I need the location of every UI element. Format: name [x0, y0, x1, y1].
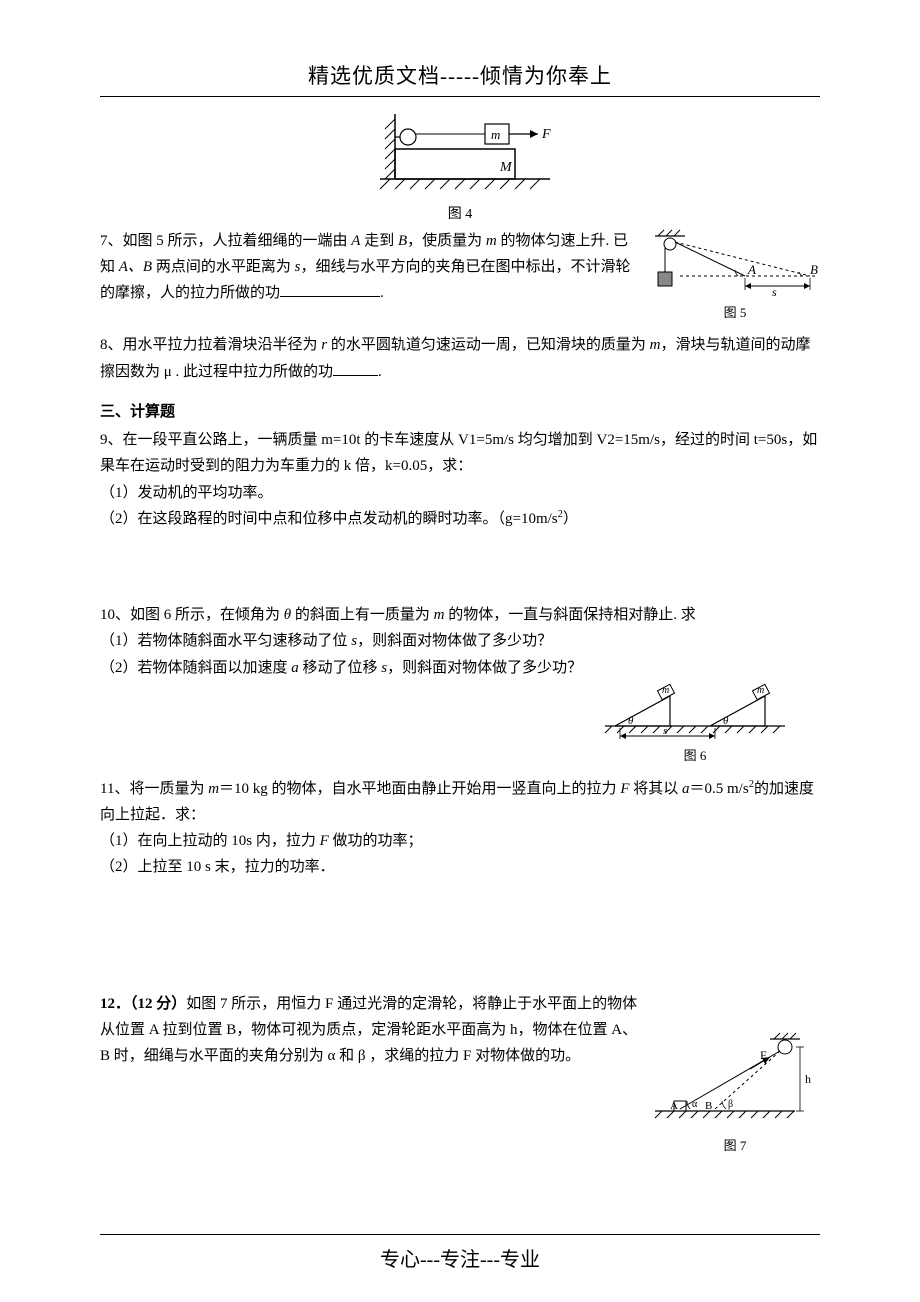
figure-5-caption: 图 5: [724, 302, 747, 325]
footer-text: 专心---专注---专业: [380, 1249, 540, 1271]
q7-c: ，使质量为: [407, 233, 486, 249]
question-12-block: h F A B α β: [100, 991, 820, 1158]
figure-5: A B s 图 5: [650, 228, 820, 325]
figure-6-caption: 图 6: [684, 745, 707, 768]
q10-1c: 的物体，一直与斜面保持相对静止. 求: [445, 607, 696, 623]
q11-a: a: [682, 781, 690, 797]
q11-1d: ＝0.5 m/s: [690, 781, 749, 797]
question-11-line1: 11、将一质量为 m＝10 kg 的物体，自水平地面由静止开始用一竖直向上的拉力…: [100, 776, 820, 829]
fig5-A: A: [747, 262, 756, 277]
question-10-line1: 10、如图 6 所示，在倾角为 θ 的斜面上有一质量为 m 的物体，一直与斜面保…: [100, 602, 820, 628]
page-header-title: 精选优质文档-----倾情为你奉上: [100, 60, 820, 90]
q12-1a: 12．（12 分）: [100, 996, 186, 1012]
fig5-B: B: [810, 262, 818, 277]
fig4-F: F: [541, 127, 551, 142]
fig4-M: M: [499, 160, 513, 175]
fig7-alpha: α: [692, 1099, 698, 1110]
fig7-beta: β: [728, 1099, 733, 1110]
fig4-m: m: [491, 127, 500, 142]
q11-1b: ＝10 kg 的物体，自水平地面由静止开始用一竖直向上的拉力: [219, 781, 620, 797]
svg-text:m: m: [757, 685, 764, 696]
fig7-F: F: [760, 1048, 767, 1062]
section-3-title: 三、计算题: [100, 399, 820, 425]
question-11-line2: （1）在向上拉动的 10s 内，拉力 F 做功的功率；: [100, 828, 820, 854]
question-9-line1: 9、在一段平直公路上，一辆质量 m=10t 的卡车速度从 V1=5m/s 均匀增…: [100, 427, 820, 480]
svg-text:θ: θ: [723, 715, 729, 727]
figure-4: M m F 图 4: [100, 109, 820, 228]
q7-m: m: [486, 233, 497, 249]
figure-7-svg: h F A B α β: [650, 1031, 820, 1131]
q10-2b: ，则斜面对物体做了多少功？: [357, 633, 552, 649]
q8-blank: [333, 360, 378, 376]
footer-rule: [100, 1234, 820, 1235]
question-9-line2: （1）发动机的平均功率。: [100, 480, 820, 506]
q10-3a: （2）若物体随斜面以加速度: [100, 660, 291, 676]
q7-a: 7、如图 5 所示，人拉着细绳的一端由: [100, 233, 351, 249]
fig6-s: s: [663, 725, 667, 737]
fig7-A: A: [670, 1100, 678, 1112]
fig7-h: h: [805, 1072, 811, 1086]
question-10-line3: （2）若物体随斜面以加速度 a 移动了位移 s，则斜面对物体做了多少功？: [100, 655, 820, 681]
figure-7-caption: 图 7: [724, 1135, 747, 1158]
q8-b: 的水平圆轨道匀速运动一周，已知滑块的质量为: [327, 337, 650, 353]
q7-B: B: [398, 233, 407, 249]
question-10-line2: （1）若物体随斜面水平匀速移动了位 s，则斜面对物体做了多少功？: [100, 628, 820, 654]
page: 精选优质文档-----倾情为你奉上: [0, 0, 920, 1302]
q8-period: .: [378, 364, 382, 380]
question-9-line3: （2）在这段路程的时间中点和位移中点发动机的瞬时功率。（g=10m/s2）: [100, 506, 820, 532]
figure-5-svg: A B s: [650, 228, 820, 298]
fig5-s: s: [772, 285, 777, 298]
q10-2a: （1）若物体随斜面水平匀速移动了位: [100, 633, 351, 649]
q7-blank: [280, 281, 380, 297]
q11-2a: （1）在向上拉动的 10s 内，拉力: [100, 833, 320, 849]
page-footer: 专心---专注---专业: [0, 1234, 920, 1272]
q9-3a: （2）在这段路程的时间中点和位移中点发动机的瞬时功率。（g=10m/s: [100, 511, 558, 527]
q11-1c: 将其以: [629, 781, 682, 797]
q8-m: m: [650, 337, 661, 353]
svg-text:θ: θ: [628, 715, 634, 727]
figure-6: θ m θ m s 图 6: [600, 681, 790, 768]
body: M m F 图 4: [100, 109, 820, 1157]
q10-1b: 的斜面上有一质量为: [291, 607, 434, 623]
question-8: 8、用水平拉力拉着滑块沿半径为 r 的水平圆轨道匀速运动一周，已知滑块的质量为 …: [100, 332, 820, 385]
svg-text:m: m: [662, 685, 669, 696]
figure-6-svg: θ m θ m s: [600, 681, 790, 741]
q11-m: m: [208, 781, 219, 797]
q10-a: a: [291, 660, 299, 676]
question-11-line3: （2）上拉至 10 s 末，拉力的功率．: [100, 854, 820, 880]
q10-3b: 移动了位移: [299, 660, 382, 676]
question-7-block: A B s 图 5 7、如图 5 所示，人拉着细绳的一端由 A 走到 B，使质量…: [100, 228, 820, 325]
q7-period: .: [380, 285, 384, 301]
q9-3b: ）: [563, 511, 578, 527]
fig7-B: B: [705, 1100, 712, 1112]
q11-F2: F: [320, 833, 329, 849]
q10-1a: 10、如图 6 所示，在倾角为: [100, 607, 284, 623]
q8-a: 8、用水平拉力拉着滑块沿半径为: [100, 337, 321, 353]
q11-1a: 11、将一质量为: [100, 781, 208, 797]
q10-3c: ，则斜面对物体做了多少功？: [387, 660, 582, 676]
q7-AB: A、B: [119, 259, 152, 275]
q7-e: 两点间的水平距离为: [152, 259, 295, 275]
q10-m: m: [434, 607, 445, 623]
q7-b: 走到: [360, 233, 398, 249]
q11-2b: 做功的功率；: [329, 833, 423, 849]
figure-4-caption: 图 4: [448, 203, 473, 228]
figure-7: h F A B α β: [650, 1031, 820, 1158]
figure-4-svg: M m F: [360, 109, 560, 199]
header-rule: [100, 96, 820, 97]
